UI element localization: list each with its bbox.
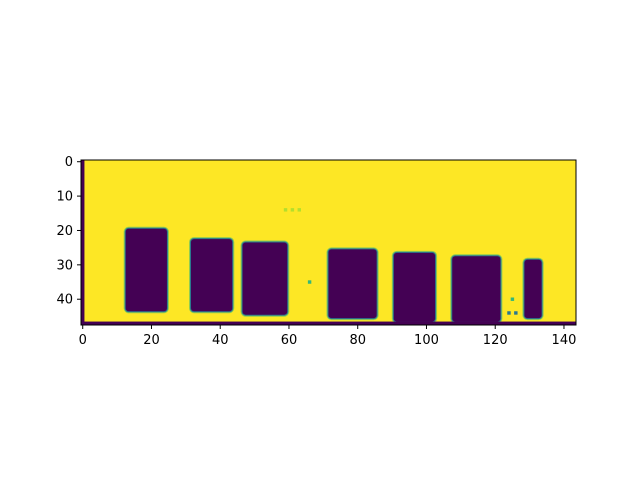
x-tick-label: 0 (79, 333, 87, 348)
x-tick-label: 20 (143, 333, 160, 348)
speckle-pixel-5 (510, 297, 515, 301)
x-tick-label: 100 (414, 333, 439, 348)
speckle-pixel-3 (297, 208, 301, 212)
speckle-pixel-7 (514, 311, 518, 315)
bottom-dark-row (81, 321, 576, 325)
dark-blob-2 (191, 239, 233, 312)
y-tick-label: 20 (56, 224, 73, 239)
x-tick-label: 80 (349, 333, 366, 348)
axes: 0 20 40 60 80 100 120 140 0 10 20 30 40 (56, 155, 577, 348)
dark-blob-5 (393, 252, 436, 322)
y-tick-label: 30 (56, 258, 73, 273)
x-tick-label: 120 (483, 333, 508, 348)
dark-blob-7 (524, 259, 542, 319)
x-tick-label: 40 (212, 333, 229, 348)
speckle-pixel-4 (307, 280, 312, 284)
y-tick-label: 10 (56, 190, 73, 205)
y-tick-label: 0 (65, 155, 73, 170)
dark-blob-1 (125, 228, 167, 312)
x-tick-label: 140 (552, 333, 577, 348)
axes-frame (80, 159, 577, 326)
speckle-pixel-6 (507, 311, 511, 315)
dark-blob-6 (452, 256, 501, 322)
speckle-pixel-1 (283, 208, 288, 212)
left-dark-column (81, 160, 85, 325)
speckle-pixel-2 (290, 208, 295, 212)
y-tick-label: 40 (56, 293, 73, 308)
dark-blob-4 (328, 249, 377, 319)
plot-area (81, 160, 576, 325)
dark-blob-3 (242, 242, 288, 315)
x-tick-label: 60 (281, 333, 298, 348)
